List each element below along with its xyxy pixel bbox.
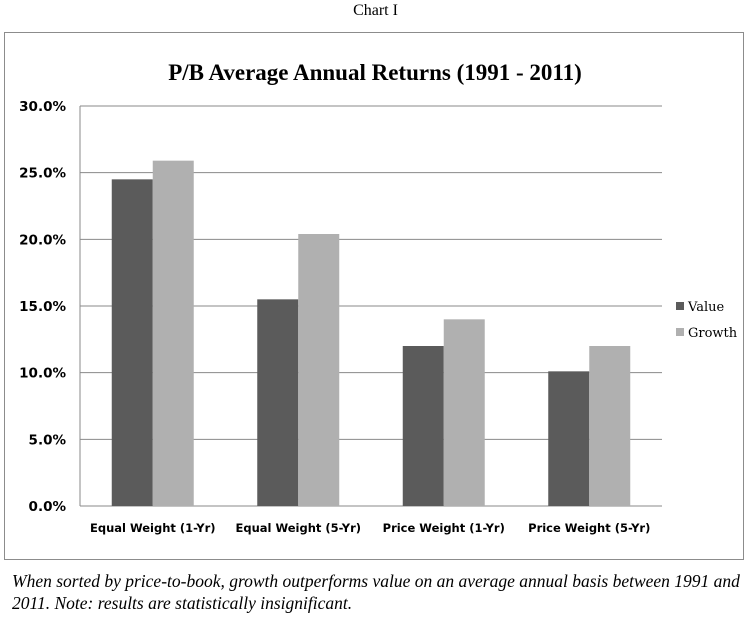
legend-label-growth: Growth	[688, 326, 738, 341]
bar-chart: P/B Average Annual Returns (1991 - 2011)…	[19, 60, 738, 535]
bar-growth	[589, 346, 631, 506]
x-tick-label: Equal Weight (1-Yr)	[90, 521, 216, 535]
bar-value	[111, 179, 153, 507]
x-tick-label: Price Weight (1-Yr)	[383, 521, 505, 535]
bar-growth	[152, 160, 194, 506]
bar-growth	[298, 234, 340, 506]
y-tick-label: 10.0%	[19, 366, 66, 382]
x-tick-label: Equal Weight (5-Yr)	[235, 521, 361, 535]
y-tick-label: 15.0%	[19, 299, 66, 315]
legend-swatch-growth	[676, 328, 684, 336]
chart-heading: Chart I	[353, 2, 398, 19]
y-tick-label: 0.0%	[29, 499, 67, 515]
y-tick-label: 5.0%	[29, 432, 67, 448]
y-tick-label: 25.0%	[19, 166, 66, 182]
legend-label-value: Value	[687, 300, 724, 315]
bar-value	[548, 371, 590, 506]
bar-growth	[443, 319, 485, 506]
y-tick-label: 30.0%	[19, 99, 66, 115]
chart-caption: When sorted by price-to-book, growth out…	[12, 571, 740, 613]
bar-value	[402, 346, 444, 506]
bar-value	[257, 299, 299, 506]
legend-swatch-value	[676, 302, 684, 310]
y-tick-label: 20.0%	[19, 232, 66, 248]
x-tick-label: Price Weight (5-Yr)	[528, 521, 650, 535]
chart-title: P/B Average Annual Returns (1991 - 2011)	[168, 60, 582, 85]
